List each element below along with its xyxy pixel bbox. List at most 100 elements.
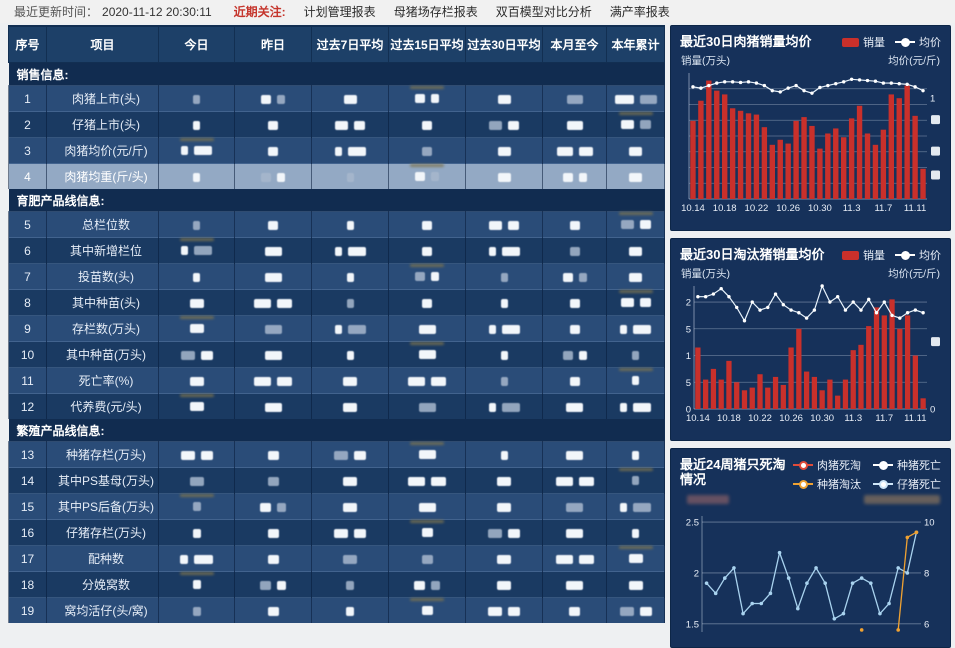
redacted-value-cell — [388, 289, 466, 316]
table-row-8[interactable]: 8 其中种苗(头) — [8, 289, 665, 316]
redacted-value-cell — [158, 263, 235, 290]
table-row-6[interactable]: 6 其中新增栏位 — [8, 237, 665, 264]
redacted-value-cell — [606, 237, 665, 264]
chart-plot[interactable]: 10.14 10.18 10.22 10.26 10.30 11.3 11.7 11.11 1 — [680, 66, 941, 216]
legend-line-marker-icon — [895, 251, 915, 260]
table-row-17[interactable]: 17 配种数 — [8, 545, 665, 572]
row-label: 肉猪上市(头) — [46, 85, 159, 112]
table-row-3[interactable]: 3 肉猪均价(元/斤) — [8, 137, 665, 164]
redaction-smudge — [179, 316, 214, 319]
redacted-value-cell — [158, 545, 235, 572]
redacted-value — [334, 450, 348, 460]
svg-text:10.22: 10.22 — [748, 413, 772, 424]
redacted-value — [335, 120, 348, 130]
top-menu-item-1[interactable]: 计划管理报表 — [303, 5, 376, 19]
table-row-7[interactable]: 7 投苗数(头) — [8, 263, 665, 290]
table-row-18[interactable]: 18 分娩窝数 — [8, 571, 665, 598]
row-label: 其中PS基母(万头) — [46, 467, 159, 494]
row-number: 17 — [8, 545, 47, 572]
table-row-1[interactable]: 1 肉猪上市(头) — [8, 85, 665, 112]
redacted-value-cell — [234, 237, 312, 264]
redacted-value — [431, 272, 439, 282]
table-row-14[interactable]: 14 其中PS基母(万头) — [8, 467, 665, 494]
redacted-value-cell — [606, 341, 665, 368]
redacted-value-cell — [158, 111, 235, 138]
redacted-value-cell — [542, 111, 607, 138]
legend-item[interactable]: 种猪淘汰 — [793, 476, 861, 492]
redacted-value-cell — [388, 367, 466, 394]
row-label: 配种数 — [46, 545, 159, 572]
legend-label: 肉猪死淘 — [817, 460, 861, 472]
top-menu-item-3[interactable]: 双百模型对比分析 — [495, 5, 592, 19]
legend-item[interactable]: 销量 — [842, 247, 885, 263]
redaction-smudge — [410, 598, 444, 601]
legend-item[interactable]: 仔猪死亡 — [873, 476, 941, 492]
redacted-value — [346, 350, 354, 360]
left-axis-label: 销量(万头) — [681, 55, 730, 67]
table-row-11[interactable]: 11 死亡率(%) — [8, 367, 665, 394]
redacted-right-axis-label — [864, 495, 940, 504]
legend-item[interactable]: 肉猪死淘 — [793, 457, 861, 473]
redacted-value-cell — [388, 237, 466, 264]
redacted-value-cell — [311, 263, 389, 290]
table-row-4[interactable]: 4 肉猪均重(斤/头) — [8, 163, 665, 189]
top-menu-item-2[interactable]: 母猪场存栏报表 — [393, 5, 478, 19]
redacted-value-cell — [542, 597, 607, 623]
redacted-value — [562, 272, 573, 282]
redaction-smudge — [179, 494, 214, 497]
redacted-value-cell — [311, 367, 389, 394]
table-row-10[interactable]: 10 其中种苗(万头) — [8, 341, 665, 368]
top-menu-item-4[interactable]: 满产率报表 — [609, 5, 670, 19]
redacted-value — [578, 272, 587, 282]
table-row-5[interactable]: 5 总栏位数 — [8, 211, 665, 238]
table-row-13[interactable]: 13 种猪存栏(万头) — [8, 441, 665, 468]
redacted-value-cell — [606, 597, 665, 623]
legend-line-marker-icon — [793, 480, 813, 489]
table-row-19[interactable]: 19 窝均活仔(头/窝) — [8, 597, 665, 623]
table-row-15[interactable]: 15 其中PS后备(万头) — [8, 493, 665, 520]
redacted-value — [566, 580, 583, 590]
redacted-value-cell — [606, 263, 665, 290]
redacted-value-cell — [465, 545, 543, 572]
redacted-value — [620, 120, 634, 130]
chart-plot[interactable]: 1.5 2 2.5 6 8 10 — [680, 508, 941, 638]
redacted-value-cell — [158, 315, 235, 342]
legend-label: 仔猪死亡 — [897, 479, 941, 491]
table-row-16[interactable]: 16 仔猪存栏(万头) — [8, 519, 665, 546]
redaction-smudge — [618, 468, 653, 471]
redacted-value — [343, 94, 357, 104]
svg-text:2: 2 — [694, 568, 699, 579]
chart-plot[interactable]: 10.14 10.18 10.22 10.26 10.30 11.3 11.7 11.11 0 5… — [680, 279, 941, 426]
redacted-value — [566, 502, 583, 512]
legend-item[interactable]: 种猪死亡 — [873, 457, 941, 473]
redacted-value — [562, 172, 573, 182]
redacted-value — [343, 502, 357, 512]
redacted-value — [422, 246, 432, 256]
redacted-value-cell — [311, 137, 389, 164]
redacted-value-cell — [465, 467, 543, 494]
redacted-value — [277, 94, 285, 104]
redacted-value — [508, 120, 519, 130]
legend-item[interactable]: 均价 — [895, 34, 941, 50]
redacted-value-cell — [388, 597, 466, 623]
legend-item[interactable]: 均价 — [895, 247, 941, 263]
redacted-value-cell — [542, 341, 607, 368]
legend-line-marker-icon — [873, 480, 893, 489]
table-row-2[interactable]: 2 仔猪上市(头) — [8, 111, 665, 138]
table-row-9[interactable]: 9 存栏数(万头) — [8, 315, 665, 342]
redacted-value-cell — [311, 545, 389, 572]
redacted-value-cell — [465, 341, 543, 368]
redacted-value — [261, 172, 271, 182]
legend-item[interactable]: 销量 — [842, 34, 885, 50]
redacted-value — [254, 298, 271, 308]
redacted-value — [343, 476, 357, 486]
redacted-value — [500, 272, 508, 282]
redacted-value-cell — [542, 441, 607, 468]
redacted-value — [347, 146, 366, 156]
redacted-value-cell — [311, 493, 389, 520]
section-label: 育肥产品线信息: — [8, 189, 665, 212]
table-row-12[interactable]: 12 代养费(元/头) — [8, 393, 665, 419]
redacted-value-cell — [606, 467, 665, 494]
redacted-value — [578, 350, 587, 360]
redacted-value-cell — [542, 571, 607, 598]
